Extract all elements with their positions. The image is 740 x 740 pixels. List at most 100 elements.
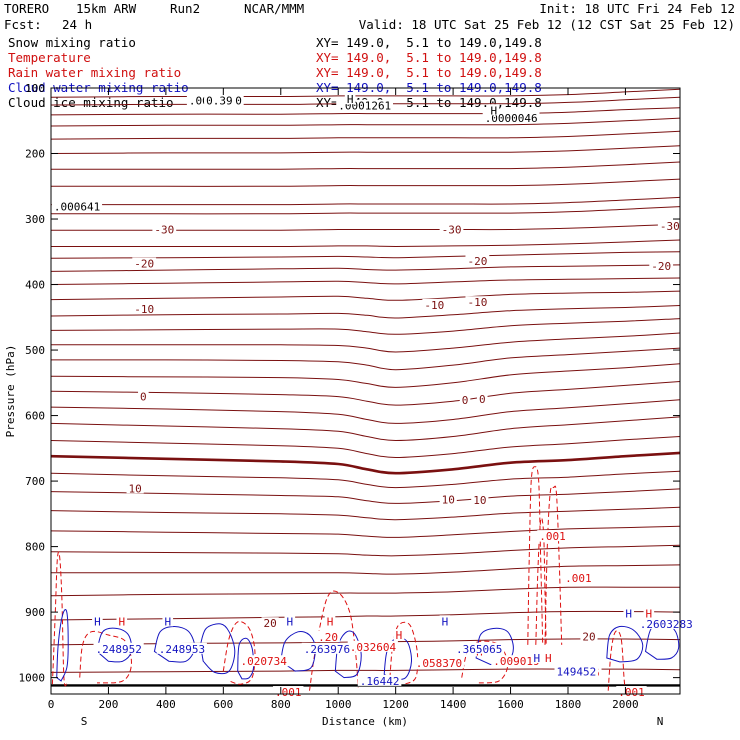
temp-label-bg xyxy=(465,254,490,266)
rain-label-bg xyxy=(491,655,542,667)
snow-label-bg xyxy=(488,104,500,116)
temp-label: 0 xyxy=(462,394,469,407)
temp-label: 0 xyxy=(140,391,147,404)
temp-label-bg xyxy=(471,494,489,506)
cloud-label: .248953 xyxy=(159,643,205,656)
x-tick-label: 400 xyxy=(156,698,176,711)
rain-label-bg xyxy=(324,615,336,627)
rain-label-bg xyxy=(537,530,568,542)
isotherm--4 xyxy=(50,416,681,442)
x-tick-label: 1400 xyxy=(440,698,467,711)
cloud-water-contour xyxy=(96,627,133,663)
temp-label: -20 xyxy=(134,258,154,271)
cloud-label-bg xyxy=(439,615,451,627)
x-tick-label: 1800 xyxy=(555,698,582,711)
isotherm--50 xyxy=(50,88,681,98)
isotherm-14 xyxy=(50,586,680,597)
snow-label: .000641 xyxy=(54,201,100,214)
rain-label-bg xyxy=(316,631,340,643)
y-tick-label: 300 xyxy=(25,213,45,226)
isotherm-2 xyxy=(50,470,681,489)
snow-label-bg xyxy=(336,99,394,111)
temp-label: 20 xyxy=(264,617,277,630)
cloud-label-bg xyxy=(156,642,207,654)
isotherm-8 xyxy=(50,525,681,538)
snow-label: H xyxy=(347,93,354,106)
y-tick-label: 100 xyxy=(25,82,45,95)
y-axis-title: Pressure (hPa) xyxy=(4,345,17,438)
x-tick-label: 800 xyxy=(271,698,291,711)
cloud-label-bg xyxy=(531,651,543,663)
isotherm-16 xyxy=(50,610,681,621)
isotherm--12 xyxy=(50,347,681,371)
snow-label-bg xyxy=(482,112,540,124)
x-tick-label: 0 xyxy=(48,698,55,711)
rain-label: H xyxy=(646,607,653,620)
cloud-label-bg xyxy=(162,615,174,627)
rain-label-bg xyxy=(273,686,304,698)
isotherm--16 xyxy=(50,318,681,335)
cloud-label: .16442 xyxy=(360,675,400,688)
header-fcst-label: Fcst: xyxy=(4,17,42,32)
y-tick-label: 600 xyxy=(25,410,45,423)
cloud-label-bg xyxy=(554,665,599,677)
isotherm-6 xyxy=(50,506,681,521)
plot-frame xyxy=(50,87,681,695)
field-name-rain: Rain water mixing ratio xyxy=(8,65,182,80)
isotherm--18 xyxy=(50,305,681,319)
rain-label: .058370 xyxy=(416,657,462,670)
y-tick-label: 400 xyxy=(25,279,45,292)
cloud-water-contour xyxy=(237,637,255,680)
temp-label-bg xyxy=(132,257,157,269)
rain-label: .001 xyxy=(539,530,566,543)
temp-label: -10 xyxy=(134,303,154,316)
isotherm-0 xyxy=(50,451,681,475)
x-tick-label: 1200 xyxy=(382,698,409,711)
temp-label: -30 xyxy=(154,224,174,237)
rain-label: .009019 xyxy=(493,655,539,668)
rain-contour xyxy=(222,621,256,685)
x-tick-label: 600 xyxy=(213,698,233,711)
isotherm--40 xyxy=(50,145,681,154)
field-xy-snow: XY= 149.0, 5.1 to 149.0,149.8 xyxy=(316,35,542,50)
cloud-label-bg xyxy=(301,642,352,654)
field-name-cloud-ice: Cloud ice mixing ratio xyxy=(8,95,174,110)
temp-label: 10 xyxy=(473,494,486,507)
rain-contour xyxy=(51,551,68,687)
rain-label: H xyxy=(118,615,125,628)
isotherm--46 xyxy=(50,107,681,116)
rain-label: .020734 xyxy=(241,655,288,668)
header-resolution: 15km ARW xyxy=(76,1,137,16)
rain-contour xyxy=(79,630,132,684)
cloud-label-bg xyxy=(623,607,635,619)
cloud-label: 149452 xyxy=(556,666,596,679)
y-tick-label: 700 xyxy=(25,475,45,488)
snow-label-bg xyxy=(204,94,235,106)
cloud-label-bg xyxy=(357,674,402,686)
cloud-label-bg xyxy=(637,617,695,629)
y-tick-label: 200 xyxy=(25,148,45,161)
y-tick-label: 800 xyxy=(25,541,45,554)
cloud-label: H xyxy=(94,615,101,628)
temp-label: -10 xyxy=(424,299,444,312)
cloud-label: H xyxy=(287,615,294,628)
isotherm--6 xyxy=(50,399,681,424)
start-label: S xyxy=(81,715,88,728)
cloud-water-contour xyxy=(153,625,196,663)
isotherm--44 xyxy=(50,117,681,127)
cloud-label-bg xyxy=(92,615,103,627)
temp-label-bg xyxy=(465,296,490,308)
rain-label: H xyxy=(545,652,552,665)
temp-label-bg xyxy=(439,493,457,505)
header-init: Init: 18 UTC Fri 24 Feb 12 xyxy=(539,1,735,16)
field-name-snow: Snow mixing ratio xyxy=(8,35,136,50)
field-name-temperature: Temperature xyxy=(8,50,91,65)
rain-label-bg xyxy=(347,640,398,652)
x-tick-label: 1600 xyxy=(497,698,524,711)
snow-label-bg xyxy=(344,93,356,105)
temp-label: 10 xyxy=(129,482,142,495)
cloud-label: H xyxy=(164,615,171,628)
cloud-water-contour xyxy=(280,630,316,672)
